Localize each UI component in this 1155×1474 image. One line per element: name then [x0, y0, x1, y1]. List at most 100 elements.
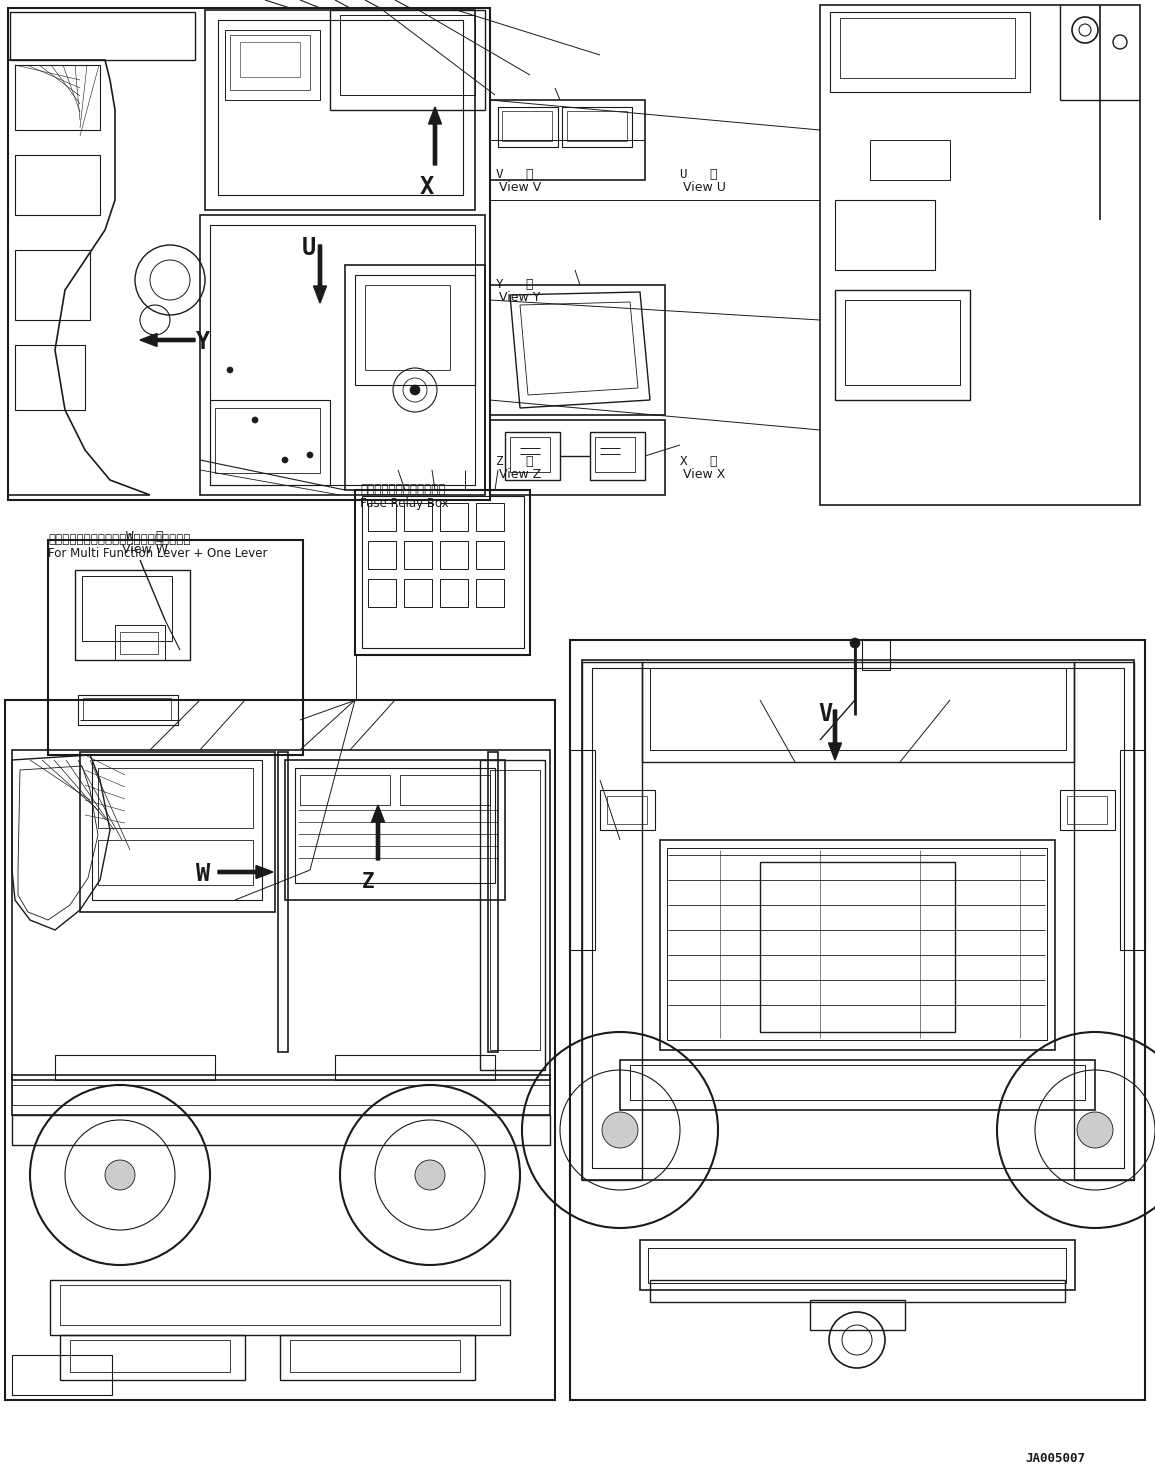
Circle shape	[410, 385, 420, 395]
Bar	[12, 750, 550, 1080]
Bar	[60, 1335, 245, 1380]
Text: View W: View W	[122, 542, 169, 556]
Bar	[335, 1055, 495, 1080]
FancyArrow shape	[372, 805, 385, 859]
Bar	[120, 632, 158, 654]
Bar	[1060, 790, 1115, 830]
Bar	[490, 284, 665, 416]
Bar	[810, 1300, 906, 1330]
Bar	[835, 290, 970, 399]
Bar	[760, 862, 955, 1032]
Text: V   視: V 視	[495, 168, 534, 181]
Bar	[571, 750, 595, 951]
Text: Z: Z	[362, 873, 374, 892]
Bar	[92, 761, 262, 901]
Bar	[82, 576, 172, 641]
Bar	[620, 1060, 1095, 1110]
Text: W: W	[196, 862, 210, 886]
Bar	[404, 503, 432, 531]
Bar	[404, 579, 432, 607]
Bar	[12, 1085, 550, 1106]
Bar	[355, 489, 530, 654]
Bar	[290, 1340, 460, 1372]
FancyArrow shape	[313, 245, 327, 304]
Bar	[15, 251, 90, 320]
Bar	[362, 495, 524, 649]
Bar	[404, 541, 432, 569]
Bar	[230, 35, 310, 90]
Bar	[368, 541, 396, 569]
Bar	[590, 432, 644, 481]
Bar	[340, 15, 475, 94]
Bar	[55, 1055, 215, 1080]
Text: U   視: U 視	[680, 168, 717, 181]
Bar	[278, 752, 288, 1052]
Bar	[820, 4, 1140, 506]
Bar	[660, 840, 1055, 1049]
Bar	[476, 541, 504, 569]
Bar	[300, 775, 390, 805]
Bar	[642, 662, 1074, 762]
Bar	[599, 790, 655, 830]
Bar	[98, 840, 253, 884]
Bar	[345, 265, 485, 489]
Bar	[582, 660, 1134, 1181]
Bar	[480, 761, 545, 1070]
Bar	[50, 1279, 511, 1335]
Bar	[648, 1248, 1066, 1282]
Bar	[116, 625, 165, 660]
Bar	[330, 10, 485, 111]
Text: X   視: X 視	[680, 455, 717, 469]
Text: マルチファンクションレバー＋１本レバー用: マルチファンクションレバー＋１本レバー用	[49, 534, 191, 545]
Text: View U: View U	[683, 181, 725, 195]
FancyArrow shape	[218, 865, 273, 879]
Bar	[511, 436, 550, 472]
Text: For Multi Function Lever + One Lever: For Multi Function Lever + One Lever	[49, 547, 268, 560]
Bar	[505, 432, 560, 481]
Bar	[98, 768, 253, 828]
Bar	[562, 108, 632, 147]
Bar	[218, 21, 463, 195]
Bar	[593, 668, 1124, 1167]
Bar	[502, 111, 552, 142]
Bar	[49, 539, 303, 755]
Bar	[476, 503, 504, 531]
Bar	[666, 848, 1046, 1041]
Bar	[12, 1114, 550, 1145]
Bar	[60, 1285, 500, 1325]
Bar	[83, 699, 171, 719]
Bar	[8, 7, 490, 500]
Bar	[240, 41, 300, 77]
Bar	[15, 65, 100, 130]
Bar	[75, 570, 191, 660]
Circle shape	[850, 638, 860, 649]
Bar	[567, 111, 627, 142]
Text: W   視: W 視	[126, 531, 164, 542]
Bar	[650, 1279, 1065, 1302]
Bar	[440, 541, 468, 569]
FancyArrow shape	[828, 710, 842, 761]
FancyArrow shape	[429, 108, 441, 165]
FancyArrow shape	[140, 333, 195, 346]
Bar	[582, 662, 642, 1181]
Bar	[845, 301, 960, 385]
Circle shape	[307, 453, 313, 458]
Text: Y   視: Y 視	[495, 279, 534, 290]
Circle shape	[602, 1111, 638, 1148]
Bar	[204, 10, 475, 209]
Bar	[365, 284, 450, 370]
Bar	[629, 1066, 1085, 1100]
Text: X: X	[420, 175, 434, 199]
Text: Y: Y	[196, 330, 210, 354]
Bar	[12, 1075, 550, 1114]
Bar	[70, 1340, 230, 1372]
Bar	[1067, 796, 1106, 824]
Bar	[12, 1355, 112, 1394]
Bar	[489, 752, 498, 1052]
Circle shape	[415, 1160, 445, 1190]
Bar	[368, 579, 396, 607]
Bar	[440, 579, 468, 607]
Bar	[571, 640, 1145, 1400]
Bar	[440, 503, 468, 531]
Bar	[490, 100, 644, 180]
